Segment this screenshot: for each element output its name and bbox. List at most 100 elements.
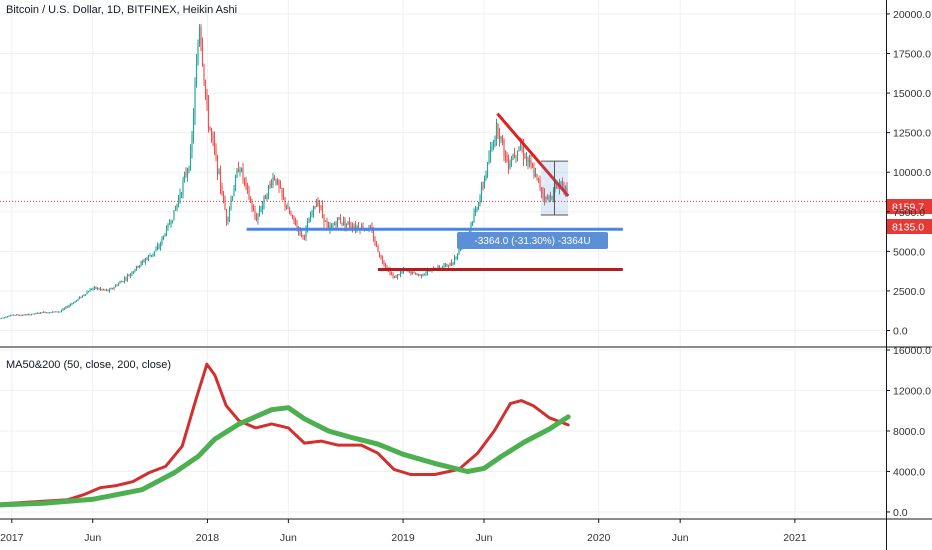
candle-body bbox=[119, 281, 121, 284]
candle-body bbox=[191, 135, 193, 152]
candle-body bbox=[230, 200, 232, 209]
y-tick-label-main: 10000.0 bbox=[893, 167, 931, 179]
candle-body bbox=[38, 312, 40, 314]
candle-body bbox=[131, 273, 133, 275]
candle-body bbox=[524, 156, 526, 159]
candle-body bbox=[96, 288, 99, 290]
candle-body bbox=[374, 239, 376, 244]
candle-body bbox=[494, 138, 496, 146]
candle-body bbox=[150, 254, 153, 256]
candle-body bbox=[107, 289, 109, 292]
candle-body bbox=[137, 266, 139, 268]
candle-body bbox=[401, 271, 403, 273]
candle-body bbox=[2, 317, 4, 319]
candle-body bbox=[519, 146, 522, 148]
candle-body bbox=[512, 155, 514, 160]
x-tick-label: Jun bbox=[672, 532, 689, 544]
candle-body bbox=[32, 313, 34, 315]
candle-body bbox=[410, 271, 412, 274]
candle-body bbox=[101, 288, 103, 290]
candle-body bbox=[443, 265, 445, 267]
candle-body bbox=[560, 181, 562, 184]
candle-body bbox=[14, 315, 16, 317]
candle-body bbox=[564, 187, 567, 192]
chart-title: Bitcoin / U.S. Dollar, 1D, BITFINEX, Hei… bbox=[6, 4, 238, 16]
candle-body bbox=[200, 27, 202, 46]
candle-body bbox=[408, 271, 411, 273]
candle-body bbox=[192, 116, 195, 136]
candle-body bbox=[15, 314, 18, 316]
candle-body bbox=[159, 243, 162, 247]
candle-body bbox=[510, 159, 513, 163]
candle-body bbox=[30, 314, 33, 316]
candle-body bbox=[254, 210, 256, 218]
candle-body bbox=[45, 312, 48, 314]
candle-body bbox=[278, 180, 280, 187]
candle-body bbox=[50, 312, 52, 314]
candle-body bbox=[111, 288, 114, 290]
candle-body bbox=[332, 224, 334, 227]
candle-body bbox=[264, 195, 267, 200]
candle-body bbox=[534, 173, 537, 177]
candle-body bbox=[68, 305, 70, 307]
y-tick-label-main: 20000.0 bbox=[893, 9, 931, 21]
candle-body bbox=[170, 222, 172, 224]
candle-body bbox=[125, 278, 127, 280]
candle-body bbox=[288, 207, 291, 214]
candle-body bbox=[318, 205, 321, 207]
candle-body bbox=[300, 229, 303, 236]
candle-body bbox=[425, 273, 427, 275]
candle-body bbox=[348, 221, 351, 226]
candle-body bbox=[486, 162, 489, 175]
candle-body bbox=[426, 270, 429, 274]
candle-body bbox=[489, 150, 492, 161]
candle-body bbox=[174, 208, 177, 211]
x-tick-label: 2020 bbox=[587, 532, 611, 544]
candle-body bbox=[186, 170, 189, 176]
candle-body bbox=[450, 262, 453, 265]
candle-body bbox=[209, 126, 211, 130]
candle-body bbox=[474, 209, 477, 214]
candle-body bbox=[242, 168, 244, 179]
candle-body bbox=[36, 312, 39, 314]
candle-body bbox=[320, 206, 322, 208]
y-tick-label-indicator: 12000.0 bbox=[893, 385, 931, 397]
last-price-tag bbox=[887, 199, 932, 214]
candle-body bbox=[495, 124, 498, 139]
candle-body bbox=[275, 178, 277, 185]
other-price-tag bbox=[887, 219, 932, 234]
candle-body bbox=[147, 255, 150, 259]
candle-body bbox=[516, 150, 519, 156]
candle-body bbox=[99, 288, 102, 290]
candle-body bbox=[540, 187, 543, 192]
candle-body bbox=[528, 159, 531, 163]
candle-body bbox=[342, 220, 345, 224]
candle-body bbox=[548, 196, 550, 200]
candle-body bbox=[183, 173, 186, 182]
candle-body bbox=[171, 220, 174, 223]
candle-body bbox=[228, 208, 231, 218]
candle-body bbox=[419, 274, 421, 276]
candle-body bbox=[447, 265, 450, 267]
candle-body bbox=[57, 311, 60, 313]
candle-body bbox=[122, 281, 124, 283]
candle-body bbox=[521, 146, 523, 149]
candle-body bbox=[72, 302, 75, 304]
candle-body bbox=[224, 199, 226, 210]
candle-body bbox=[339, 219, 342, 223]
candle-body bbox=[156, 246, 159, 250]
candle-body bbox=[518, 146, 520, 151]
candle-body bbox=[393, 276, 396, 278]
y-tick-label-main: 7500.0 bbox=[893, 207, 925, 219]
candle-body bbox=[185, 173, 187, 176]
candle-body bbox=[353, 226, 355, 229]
candle-body bbox=[327, 224, 330, 229]
candle-body bbox=[543, 194, 546, 200]
candle-body bbox=[311, 213, 313, 215]
candle-body bbox=[75, 300, 78, 302]
candle-body bbox=[164, 235, 166, 237]
candle-body bbox=[266, 196, 268, 200]
candle-body bbox=[33, 313, 36, 315]
